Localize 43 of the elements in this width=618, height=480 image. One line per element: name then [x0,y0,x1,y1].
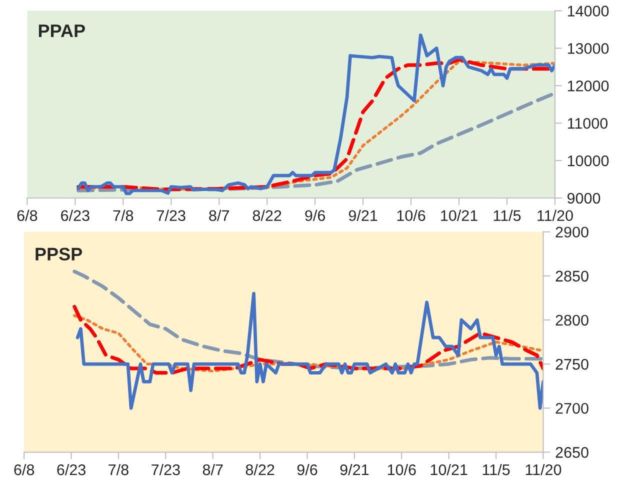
x-tick-label: 6/8 [17,210,38,222]
x-tick-label: 10/21 [441,210,478,222]
x-tick-label: 11/5 [494,210,521,222]
y-tick-label: 11000 [568,118,608,129]
x-tick-label: 11/5 [482,464,510,476]
y-tick-label: 2850 [556,270,588,282]
x-tick-label: 10/6 [388,464,416,476]
line-series [73,314,544,372]
line-series [76,292,544,410]
x-tick-label: 9/21 [340,464,369,476]
x-tick-label: 8/22 [252,210,282,222]
line-series [76,91,555,192]
y-tick-label: 13000 [568,43,609,54]
x-tick-label: 10/6 [397,210,426,222]
x-tick-label: 8/22 [246,464,274,476]
y-tick-label: 9000 [567,192,600,204]
x-tick-label: 9/21 [348,210,378,222]
x-tick-label: 7/23 [157,210,186,222]
x-tick-label: 6/8 [14,464,34,476]
y-tick-label: 2750 [556,358,588,370]
x-tick-label: 7/8 [108,464,128,476]
line-series [72,270,544,370]
x-tick-label: 8/7 [209,210,229,222]
x-tick-label: 11/20 [526,464,562,476]
x-tick-label: 6/23 [57,464,86,476]
x-tick-label: 9/6 [305,210,326,222]
y-tick-label: 10000 [568,155,609,166]
x-tick-label: 6/23 [61,210,90,222]
x-tick-label: 11/20 [538,210,573,222]
y-tick-label: 2650 [556,447,588,458]
x-tick-label: 7/23 [152,464,180,476]
x-tick-label: 10/21 [430,464,468,476]
y-tick-label: 2900 [556,226,588,238]
y-tick-label: 2700 [556,402,588,414]
text: PPAP [38,24,85,37]
y-tick-label: 12000 [568,80,609,92]
x-tick-label: 9/6 [297,464,318,476]
x-tick-label: 8/7 [202,464,223,476]
line-series [72,304,544,375]
y-tick-label: 14000 [568,6,609,16]
text: PPSP [36,248,82,261]
x-tick-label: 7/8 [113,210,134,222]
y-tick-label: 2800 [556,314,588,326]
